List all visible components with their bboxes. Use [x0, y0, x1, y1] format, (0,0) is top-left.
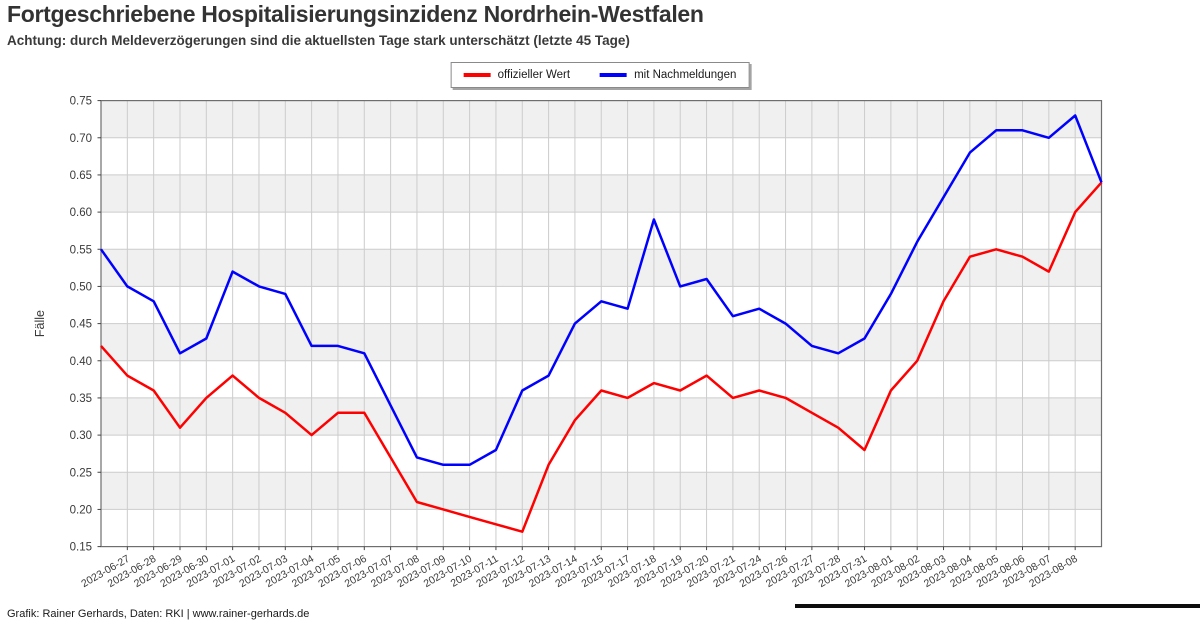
legend-entry-official: offizieller Wert — [463, 69, 571, 81]
chart-subtitle: Achtung: durch Meldeverzögerungen sind d… — [7, 33, 630, 48]
credit-footer: Grafik: Rainer Gerhards, Daten: RKI | ww… — [7, 608, 310, 620]
legend-label-nachmeldungen: mit Nachmeldungen — [634, 69, 737, 81]
y-tick-label: 0.70 — [70, 133, 92, 145]
legend-box: offizieller Wert mit Nachmeldungen — [450, 62, 750, 88]
y-tick-label: 0.75 — [70, 96, 92, 108]
chart-title: Fortgeschriebene Hospitalisierungsinzide… — [7, 1, 704, 27]
y-tick-label: 0.45 — [70, 319, 92, 331]
legend-entry-nachmeldungen: mit Nachmeldungen — [600, 69, 736, 81]
y-tick-label: 0.40 — [70, 356, 92, 368]
y-tick-label: 0.65 — [70, 170, 92, 182]
legend-swatch-red-line — [463, 73, 491, 77]
y-tick-label: 0.60 — [70, 207, 92, 219]
y-tick-label: 0.35 — [70, 393, 92, 405]
y-axis-label: Fälle — [33, 310, 47, 337]
y-tick-label: 0.50 — [70, 281, 92, 293]
series-line-nachmeldungen — [99, 114, 1103, 467]
y-tick-labels: 0.15 0.20 0.25 0.30 0.35 0.40 0.45 0.50 0.55 0.60… — [70, 96, 92, 554]
legend-label-official: offizieller Wert — [497, 69, 571, 81]
x-tick-labels: 2023-06-272023-06-282023-06-292023-06-30… — [79, 553, 1079, 590]
y-tick-label: 0.15 — [70, 542, 92, 554]
y-tick-label: 0.25 — [70, 467, 92, 479]
y-tick-label: 0.20 — [70, 504, 92, 516]
legend-swatch-blue-line — [600, 73, 628, 77]
y-tick-label: 0.30 — [70, 430, 92, 442]
y-tick-label: 0.55 — [70, 244, 92, 256]
series-line-official — [100, 181, 1103, 533]
tick-marks — [97, 100, 1076, 551]
window-edge-artifact — [795, 604, 1200, 608]
